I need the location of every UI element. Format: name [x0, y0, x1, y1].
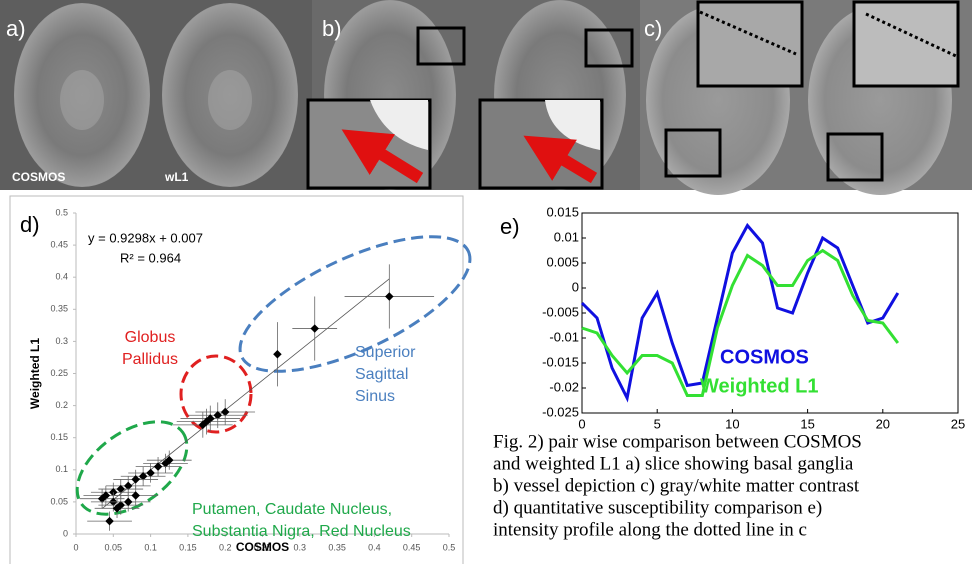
y-tick-label: 0.4: [55, 272, 68, 282]
panel-label: b): [322, 16, 342, 41]
caption-line: intensity profile along the dotted line …: [493, 519, 807, 540]
panel-label: d): [20, 212, 40, 237]
basal-ganglia: [60, 70, 104, 130]
region-label: Sagittal: [355, 366, 408, 383]
legend-label: Weighted L1: [700, 375, 819, 397]
y-tick-label: 0: [63, 528, 68, 538]
point: [273, 350, 281, 358]
y-tick-label: -0.02: [549, 379, 579, 394]
caption-line: b) vessel depiction c) gray/white matter…: [493, 475, 860, 496]
caption-line: d) quantitative susceptibility compariso…: [493, 497, 822, 518]
x-tick-label: 0.35: [328, 542, 346, 552]
y-tick-label: 0.25: [50, 368, 68, 378]
y-tick-label: -0.015: [542, 354, 579, 369]
caption-line: and weighted L1 a) slice showing basal g…: [493, 453, 854, 474]
y-tick-label: 0.005: [546, 254, 579, 269]
x-tick-label: 0.1: [144, 542, 157, 552]
caption: Fig. 2) pair wise comparison between COS…: [493, 431, 862, 540]
x-tick-label: 0.2: [219, 542, 232, 552]
y-tick-label: 0.35: [50, 304, 68, 314]
region-label: Superior: [355, 344, 416, 361]
point: [385, 292, 393, 300]
x-tick-label: 0: [578, 416, 585, 431]
region-label: Globus: [125, 329, 176, 346]
region-label: Substantia Nigra, Red Nucleus: [192, 523, 411, 540]
inset: [854, 2, 958, 86]
page: a) b) c) COSMOS wL1 Fig. 2) pair wise co…: [0, 0, 972, 564]
y-tick-label: 0.2: [55, 400, 68, 410]
image-strip: a) b) c) COSMOS wL1: [0, 0, 972, 195]
y-tick-label: 0.015: [546, 204, 579, 219]
y-tick-label: -0.005: [542, 304, 579, 319]
region-label: Pallidus: [122, 351, 178, 368]
y-tick-label: 0.45: [50, 239, 68, 249]
x-tick-label: 5: [654, 416, 661, 431]
legend-label: COSMOS: [720, 346, 809, 368]
x-tick-label: 0.5: [443, 542, 456, 552]
image-caption: wL1: [164, 170, 189, 184]
x-tick-label: 0.3: [294, 542, 307, 552]
x-tick-label: 15: [800, 416, 814, 431]
trend-r2: R² = 0.964: [120, 250, 181, 265]
basal-ganglia: [208, 70, 252, 130]
panel-label: e): [500, 214, 520, 239]
x-tick-label: 0.4: [368, 542, 381, 552]
y-tick-label: 0: [572, 279, 579, 294]
caption-line: Fig. 2) pair wise comparison between COS…: [493, 431, 862, 452]
y-tick-label: 0.15: [50, 432, 68, 442]
region-ellipse: [61, 403, 204, 533]
x-tick-label: 0.05: [105, 542, 123, 552]
region-ellipse: [181, 356, 251, 432]
point: [310, 324, 318, 332]
line-series: [582, 251, 898, 396]
y-tick-label: 0.3: [55, 336, 68, 346]
y-tick-label: 0.05: [50, 496, 68, 506]
x-tick-label: 0.15: [179, 542, 197, 552]
y-tick-label: 0.1: [55, 464, 68, 474]
x-tick-label: 0.45: [403, 542, 421, 552]
x-tick-label: 20: [876, 416, 890, 431]
x-tick-label: 0: [73, 542, 78, 552]
point: [105, 517, 113, 525]
y-tick-label: -0.025: [542, 404, 579, 419]
figure: a) b) c) COSMOS wL1 Fig. 2) pair wise co…: [0, 0, 972, 564]
panel-label: a): [6, 16, 26, 41]
y-tick-label: -0.01: [549, 329, 579, 344]
x-axis-label: COSMOS: [236, 540, 289, 554]
image-caption: COSMOS: [12, 170, 65, 184]
x-tick-label: 25: [951, 416, 965, 431]
region-label: Sinus: [355, 388, 395, 405]
region-label: Putamen, Caudate Nucleus,: [192, 501, 392, 518]
x-tick-label: 10: [725, 416, 739, 431]
panel-label: c): [644, 16, 662, 41]
inset: [698, 2, 802, 86]
y-axis-label: Weighted L1: [28, 338, 42, 409]
y-tick-label: 0.5: [55, 207, 68, 217]
trend-equation: y = 0.9298x + 0.007: [88, 230, 203, 245]
y-tick-label: 0.01: [554, 229, 579, 244]
